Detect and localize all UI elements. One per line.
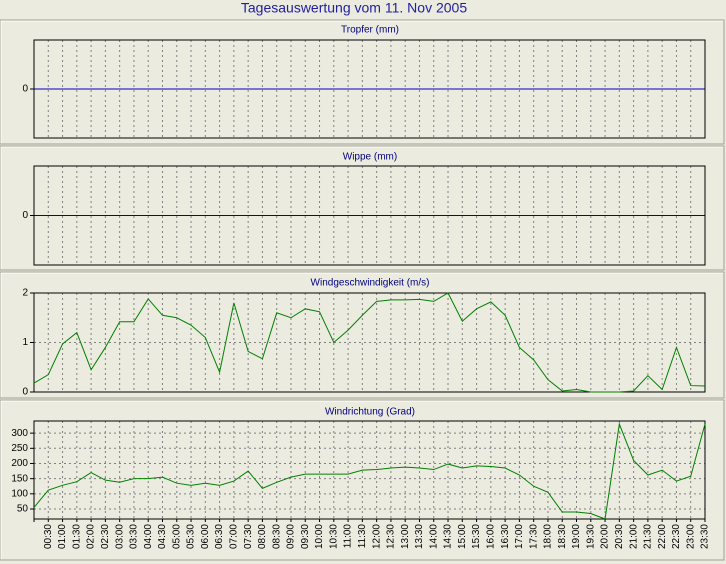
panel-title: Windgeschwindigkeit (m/s) [311,278,430,289]
x-tick-label: 07:00 [229,524,240,549]
x-tick-label: 07:30 [243,524,254,549]
x-tick-label: 17:00 [514,524,525,549]
plot-frame [33,420,706,520]
x-tick-label: 19:30 [585,524,596,549]
x-tick-label: 01:00 [57,524,68,549]
x-tick-label: 09:30 [300,524,311,549]
x-tick-label: 04:30 [157,524,168,549]
y-tick-label: 150 [11,473,28,484]
x-tick-label: 18:30 [557,524,568,549]
x-tick-label: 15:30 [471,524,482,549]
panel-shadow [0,19,725,145]
x-tick-label: 00:30 [43,524,54,549]
x-tick-label: 06:00 [200,524,211,549]
x-tick-label: 17:30 [528,524,539,549]
y-tick-label: 2 [22,288,28,299]
y-tick-label: 0 [22,387,28,398]
x-tick-label: 01:30 [71,524,82,549]
panel-shadow [0,145,725,271]
x-tick-label: 22:30 [671,524,682,549]
x-tick-label: 02:30 [100,524,111,549]
y-tick-label: 0 [22,84,28,95]
y-tick-label: 50 [17,504,29,515]
panel-shadow [0,399,725,561]
x-tick-label: 14:30 [443,524,454,549]
x-tick-label: 21:00 [628,524,639,549]
panel-title: Windrichtung (Grad) [325,407,415,418]
x-tick-label: 08:00 [257,524,268,549]
x-tick-label: 11:30 [357,524,368,549]
x-tick-label: 23:00 [685,524,696,549]
page-title: Tagesauswertung vom 11. Nov 2005 [241,0,467,16]
x-tick-label: 10:30 [328,524,339,549]
panel-title: Wippe (mm) [343,152,397,163]
y-tick-label: 1 [22,337,28,348]
x-tick-label: 03:30 [129,524,140,549]
x-tick-label: 19:00 [571,524,582,549]
data-line [33,292,706,393]
x-tick-label: 08:30 [271,524,282,549]
panel-title: Tropfer (mm) [341,25,399,36]
x-tick-label: 16:00 [485,524,496,549]
x-tick-label: 21:30 [643,524,654,549]
plot-frame [33,39,706,139]
plot-frame [33,165,706,266]
x-tick-label: 14:00 [428,524,439,549]
x-tick-label: 12:30 [386,524,397,549]
x-tick-label: 13:30 [414,524,425,549]
x-tick-label: 12:00 [371,524,382,549]
panel-shadow [0,271,725,399]
data-line [33,422,706,520]
y-tick-label: 0 [22,210,28,221]
plot-frame [33,292,706,393]
x-tick-label: 11:00 [343,524,354,549]
y-tick-label: 100 [11,488,28,499]
x-tick-label: 16:30 [500,524,511,549]
x-tick-label: 05:00 [171,524,182,549]
x-tick-label: 03:00 [114,524,125,549]
y-tick-label: 300 [11,428,28,439]
x-tick-label: 13:00 [400,524,411,549]
x-tick-label: 10:00 [314,524,325,549]
x-tick-label: 15:00 [457,524,468,549]
x-tick-label: 20:30 [614,524,625,549]
x-tick-label: 02:00 [86,524,97,549]
x-tick-label: 06:30 [214,524,225,549]
x-tick-label: 04:00 [143,524,154,549]
x-tick-label: 23:30 [700,524,711,549]
x-tick-label: 09:00 [286,524,297,549]
x-tick-label: 20:00 [600,524,611,549]
x-tick-label: 05:30 [186,524,197,549]
y-tick-label: 200 [11,458,28,469]
x-tick-label: 18:00 [543,524,554,549]
y-tick-label: 250 [11,443,28,454]
x-tick-label: 22:00 [657,524,668,549]
